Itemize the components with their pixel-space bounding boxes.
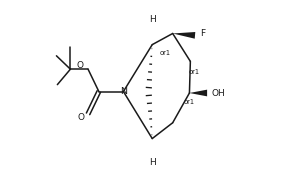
Text: or1: or1 bbox=[188, 69, 199, 75]
Text: F: F bbox=[201, 29, 206, 38]
Text: H: H bbox=[149, 15, 156, 24]
Text: H: H bbox=[149, 158, 156, 167]
Text: N: N bbox=[120, 87, 127, 96]
Text: or1: or1 bbox=[184, 99, 195, 105]
Text: OH: OH bbox=[211, 89, 225, 98]
Text: or1: or1 bbox=[159, 50, 170, 56]
Text: O: O bbox=[78, 113, 85, 122]
Polygon shape bbox=[189, 90, 207, 96]
Text: O: O bbox=[76, 61, 83, 70]
Polygon shape bbox=[173, 32, 195, 39]
